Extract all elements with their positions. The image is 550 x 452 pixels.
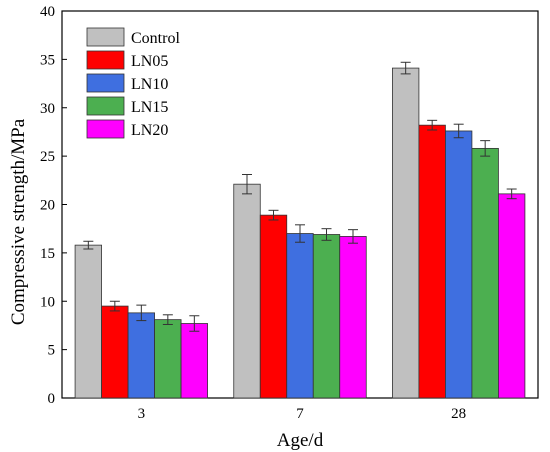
bar-Control-28	[392, 67, 420, 399]
legend-swatch	[86, 119, 125, 139]
bars	[74, 61, 526, 399]
bar-LN05-3	[101, 305, 129, 399]
legend: Control LN05 LN10 LN15 LN20	[86, 27, 180, 139]
x-tick-label: 7	[296, 406, 304, 422]
bar-LN10-7	[286, 233, 314, 399]
y-tick-label: 35	[40, 52, 55, 68]
bar-group-3	[74, 240, 208, 399]
bar-group-28	[392, 61, 526, 399]
bar-LN20-3	[180, 323, 208, 399]
bar-LN05-28	[418, 124, 446, 399]
legend-swatch	[86, 73, 125, 93]
legend-label: LN15	[131, 99, 168, 116]
legend-item-LN10: LN10	[86, 73, 168, 93]
bar-LN15-7	[312, 234, 341, 399]
x-tick-label: 28	[451, 406, 466, 422]
bar-Control-3	[74, 244, 102, 399]
bar-LN20-28	[498, 193, 526, 399]
legend-item-Control: Control	[86, 27, 180, 47]
x-axis-label: Age/d	[277, 430, 324, 451]
legend-label: Control	[131, 30, 180, 47]
bar-LN15-28	[471, 147, 499, 399]
legend-item-LN15: LN15	[86, 96, 168, 116]
bar-LN10-28	[445, 130, 473, 399]
bar-LN15-3	[154, 319, 182, 399]
legend-item-LN20: LN20	[86, 119, 168, 139]
legend-item-LN05: LN05	[86, 50, 168, 70]
y-tick-label: 10	[40, 294, 55, 310]
bar-LN20-7	[339, 236, 367, 399]
y-axis: 0 5 10 15 20 25 30 35 40	[40, 4, 67, 407]
y-tick-label: 5	[48, 343, 56, 359]
y-tick-label: 0	[48, 391, 56, 407]
y-tick-label: 20	[40, 198, 55, 214]
x-tick-label: 3	[138, 406, 146, 422]
legend-swatch	[86, 96, 125, 116]
bar-Control-7	[233, 183, 261, 399]
legend-swatch	[86, 27, 125, 47]
y-tick-label: 30	[40, 101, 55, 117]
legend-swatch	[86, 50, 125, 70]
y-tick-label: 40	[40, 4, 55, 20]
bar-LN05-7	[259, 214, 288, 399]
bar-LN10-3	[127, 312, 155, 399]
legend-label: LN10	[131, 76, 168, 93]
legend-label: LN05	[131, 53, 168, 70]
y-tick-label: 15	[40, 246, 55, 262]
y-tick-label: 25	[40, 149, 55, 165]
y-axis-label: Compressive strength/MPa	[8, 118, 29, 325]
bar-group-7	[233, 174, 367, 399]
legend-label: LN20	[131, 122, 168, 139]
